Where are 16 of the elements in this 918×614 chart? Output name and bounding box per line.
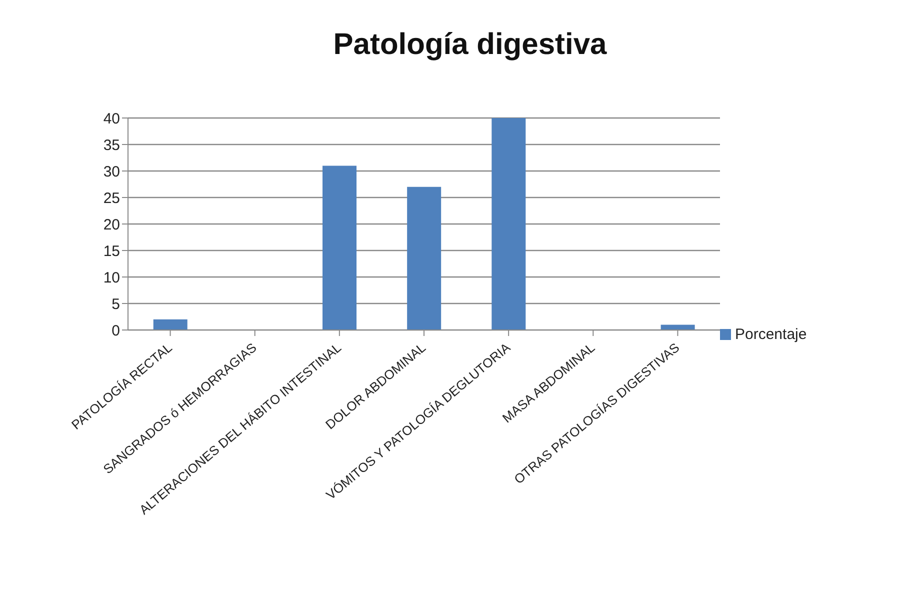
bar bbox=[492, 118, 526, 330]
y-tick-label: 30 bbox=[103, 163, 120, 180]
y-tick-label: 10 bbox=[103, 269, 120, 286]
chart-title: Patología digestiva bbox=[332, 28, 608, 63]
bar bbox=[407, 186, 442, 330]
bar bbox=[322, 166, 357, 330]
bar bbox=[153, 319, 188, 330]
legend-label: Porcentaje bbox=[735, 326, 807, 342]
y-tick-label: 5 bbox=[112, 296, 120, 313]
y-tick-label: 15 bbox=[103, 242, 120, 260]
y-tick-label: 20 bbox=[103, 216, 120, 234]
bar bbox=[660, 324, 695, 330]
y-tick-label: 25 bbox=[103, 190, 120, 207]
y-tick-label: 35 bbox=[103, 136, 120, 154]
y-tick-label: 40 bbox=[103, 110, 120, 128]
y-tick-label: 0 bbox=[112, 322, 120, 340]
